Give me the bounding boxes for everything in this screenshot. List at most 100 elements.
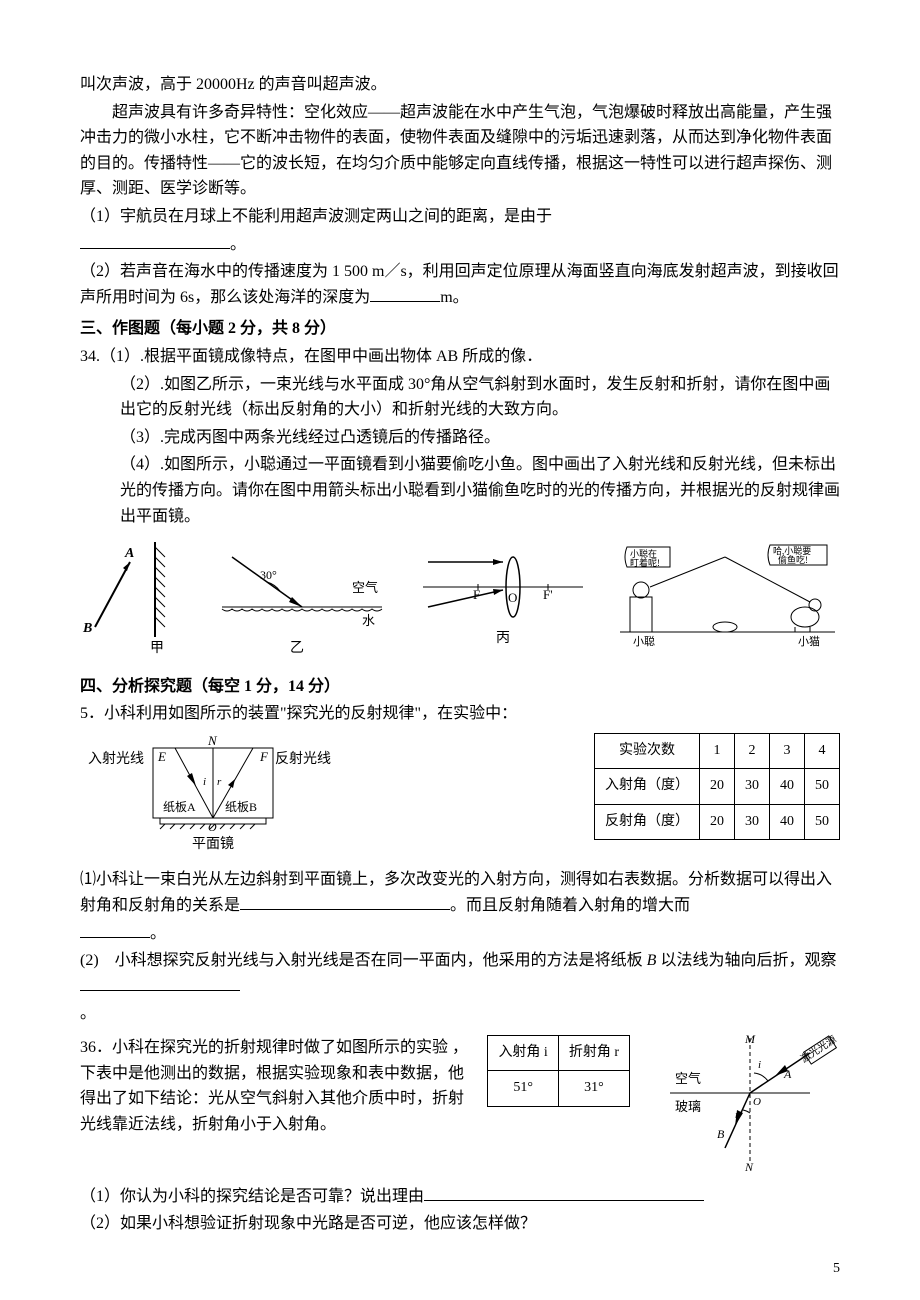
td: 30 [735, 769, 770, 804]
q5-intro: 5．小科利用如图所示的装置"探究光的反射规律"，在实验中： [80, 701, 840, 727]
q5-table-wrap: 实验次数 1 2 3 4 入射角（度） 20 30 40 50 反射角（度） 2… [594, 733, 840, 840]
td: 50 [805, 804, 840, 839]
q5-table: 实验次数 1 2 3 4 入射角（度） 20 30 40 50 反射角（度） 2… [594, 733, 840, 840]
dev-E: E [157, 749, 166, 764]
table-row: 实验次数 1 2 3 4 [595, 733, 840, 768]
dev-mirror: 平面镜 [192, 836, 234, 852]
q2: （2）若声音在海水中的传播速度为 1 500 m／s，利用回声定位原理从海面竖直… [80, 259, 840, 310]
figure-bing-svg: F O F' 丙 [418, 537, 588, 657]
figure-cat: 小聪在 盯着呢! 哈,小聪要 偷鱼吃! 小聪 小猫 [615, 537, 840, 666]
label-F: F [473, 587, 480, 602]
td: 入射角 i [488, 1036, 558, 1071]
td: 1 [700, 733, 735, 768]
q36-intro: 36．小科在探究光的折射规律时做了如图所示的实验 ，下表中是他测出的数据，根据实… [80, 1035, 477, 1137]
q5-row: N E F i r 纸板A 纸板B O 平面镜 入射光线 反射光线 实验次数 [80, 733, 840, 862]
table-row: 入射角 i 折射角 r [488, 1036, 630, 1071]
figure-bing: F O F' 丙 [418, 537, 588, 666]
td: 31° [558, 1071, 629, 1106]
label-air: 空气 [352, 580, 378, 595]
td: 30 [735, 804, 770, 839]
page-number: 5 [833, 1258, 840, 1280]
label-30: 30° [260, 568, 277, 582]
q36-O: O [753, 1096, 761, 1108]
q36-r: r [735, 1109, 740, 1121]
q36-B: B [717, 1127, 725, 1141]
device-figure: N E F i r 纸板A 纸板B O 平面镜 入射光线 反射光线 [80, 733, 574, 862]
q36-1a: （1）你认为小科的探究结论是否可靠？说出理由 [80, 1188, 424, 1205]
dev-i: i [203, 776, 206, 788]
q1: （1）宇航员在月球上不能利用超声波测定两山之间的距离，是由于 [80, 204, 840, 230]
section3-title: 三、作图题（每小题 2 分，共 8 分） [80, 316, 840, 342]
q5-1-end: 。 [80, 921, 840, 947]
td: 40 [770, 804, 805, 839]
q36-glass: 玻璃 [675, 1099, 701, 1114]
label-yi: 乙 [290, 640, 304, 656]
q36-table-wrap: 入射角 i 折射角 r 51° 31° [487, 1033, 630, 1107]
q5-2b: 以法线为轴向后折，观察 [656, 952, 836, 969]
device-svg: N E F i r 纸板A 纸板B O 平面镜 入射光线 反射光线 [80, 733, 340, 853]
q36-table: 入射角 i 折射角 r 51° 31° [487, 1035, 630, 1107]
label-O: O [508, 590, 517, 605]
figure-jia-svg: A B 甲 [80, 537, 185, 657]
q36-row: 36．小科在探究光的折射规律时做了如图所示的实验 ，下表中是他测出的数据，根据实… [80, 1033, 840, 1182]
q36-1-blank [424, 1200, 704, 1201]
th-in: 入射角（度） [595, 769, 700, 804]
q36-svg: M N 激光光源 i r A B O 空气 玻璃 [640, 1033, 840, 1173]
q1-blank [80, 248, 230, 249]
q36-M: M [744, 1033, 756, 1046]
dev-incident: 入射光线 [88, 751, 144, 767]
q36-air: 空气 [675, 1071, 701, 1086]
dev-boardA: 纸板A [163, 800, 196, 814]
boy-label: 小聪 [633, 634, 655, 648]
td: 2 [735, 733, 770, 768]
cat-speech2: 偷鱼吃! [778, 554, 808, 565]
table-row: 入射角（度） 20 30 40 50 [595, 769, 840, 804]
q1-text: （1）宇航员在月球上不能利用超声波测定两山之间的距离，是由于 [80, 208, 552, 225]
intro-line1: 叫次声波，高于 20000Hz 的声音叫超声波。 [80, 72, 840, 98]
q5-2-blank [80, 990, 240, 991]
q2-b: m。 [440, 289, 468, 306]
q36-figure: M N 激光光源 i r A B O 空气 玻璃 [640, 1033, 840, 1182]
q36-text: 36．小科在探究光的折射规律时做了如图所示的实验 ，下表中是他测出的数据，根据实… [80, 1033, 477, 1139]
figures-row: A B 甲 30° 空气 水 乙 F O F' [80, 537, 840, 666]
q1-end: 。 [230, 236, 246, 253]
label-jia: 甲 [150, 641, 164, 656]
q5-2a: (2) 小科想探究反射光线与入射光线是否在同一平面内，他采用的方法是将纸板 [80, 952, 647, 969]
td: 20 [700, 769, 735, 804]
td: 3 [770, 733, 805, 768]
q5-1c: 。 [150, 925, 166, 942]
q36-A: A [783, 1067, 792, 1081]
q36-i: i [758, 1059, 761, 1071]
q5-2-end: 。 [80, 1001, 840, 1027]
boy-speech2: 盯着呢! [630, 557, 660, 568]
label-bing: 丙 [496, 631, 510, 646]
dev-F: F [259, 749, 269, 764]
q2-blank [370, 301, 440, 302]
q5-2: (2) 小科想探究反射光线与入射光线是否在同一平面内，他采用的方法是将纸板 B … [80, 948, 840, 999]
figure-jia: A B 甲 [80, 537, 185, 666]
dev-boardB: 纸板B [225, 800, 257, 814]
q36-source: 激光光源 [798, 1033, 839, 1065]
td: 4 [805, 733, 840, 768]
td: 50 [805, 769, 840, 804]
label-water: 水 [362, 613, 375, 628]
q34-4: （4）.如图所示，小聪通过一平面镜看到小猫要偷吃小鱼。图中画出了入射光线和反射光… [80, 452, 840, 529]
section4-title: 四、分析探究题（每空 1 分，14 分） [80, 674, 840, 700]
q34-3: （3）.完成丙图中两条光线经过凸透镜后的传播路径。 [80, 425, 840, 451]
q5-1: ⑴小科让一束白光从左边斜射到平面镜上，多次改变光的入射方向，测得如右表数据。分析… [80, 867, 840, 918]
cat-label: 小猫 [798, 635, 820, 648]
dev-N: N [207, 733, 218, 748]
table-row: 51° 31° [488, 1071, 630, 1106]
figure-cat-svg: 小聪在 盯着呢! 哈,小聪要 偷鱼吃! 小聪 小猫 [615, 537, 840, 657]
td: 51° [488, 1071, 558, 1106]
intro-line2: 超声波具有许多奇异特性：空化效应——超声波能在水中产生气泡，气泡爆破时释放出高能… [80, 100, 840, 202]
th-exp: 实验次数 [595, 733, 700, 768]
q36-N: N [744, 1160, 754, 1173]
figure-yi: 30° 空气 水 乙 [212, 537, 392, 666]
q5-1b: 。而且反射角随着入射角的增大而 [450, 897, 690, 914]
q34-2: （2）.如图乙所示，一束光线与水平面成 30°角从空气斜射到水面时，发生反射和折… [80, 372, 840, 423]
td: 折射角 r [558, 1036, 629, 1071]
td: 20 [700, 804, 735, 839]
q5-1-blank1 [240, 909, 450, 910]
q34-1: 34.（1）.根据平面镜成像特点，在图甲中画出物体 AB 所成的像． [80, 344, 840, 370]
